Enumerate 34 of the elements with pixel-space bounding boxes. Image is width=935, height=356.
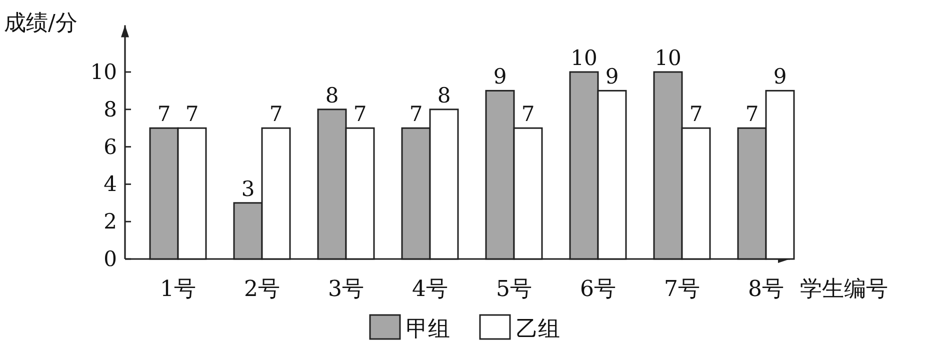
y-tick-label: 4 (104, 172, 117, 196)
data-label: 9 (773, 64, 787, 89)
x-tick-label: 7号 (664, 277, 700, 302)
y-tick-label: 0 (104, 247, 117, 271)
data-label: 10 (654, 46, 682, 70)
x-tick-label: 1号 (160, 277, 196, 302)
y-tick-label: 6 (104, 134, 117, 159)
y-axis-title: 成绩/分 (4, 11, 78, 36)
x-tick-label: 6号 (580, 277, 616, 302)
x-tick-label: 5号 (496, 277, 532, 302)
data-label: 7 (269, 102, 283, 126)
x-axis-title: 学生编号 (800, 277, 888, 302)
data-label: 9 (605, 64, 619, 89)
data-label: 8 (325, 83, 339, 108)
data-label: 7 (353, 102, 367, 126)
y-tick-label: 10 (90, 60, 117, 84)
legend-label: 甲组 (406, 317, 450, 342)
data-label: 7 (409, 102, 423, 126)
data-label: 8 (437, 83, 451, 108)
data-label: 10 (570, 46, 598, 70)
data-label: 7 (157, 102, 171, 126)
data-label: 7 (689, 102, 703, 126)
legend-label: 乙组 (516, 317, 560, 342)
data-label: 7 (185, 102, 199, 126)
data-label: 9 (493, 64, 507, 89)
data-label: 3 (241, 176, 255, 201)
y-tick-label: 2 (104, 210, 117, 234)
x-tick-label: 3号 (328, 277, 364, 302)
x-tick-label: 8号 (748, 277, 784, 302)
x-tick-label: 4号 (412, 277, 448, 302)
data-label: 7 (745, 102, 759, 126)
data-label: 7 (521, 102, 535, 126)
y-tick-label: 8 (104, 97, 117, 122)
x-tick-label: 2号 (244, 277, 280, 302)
